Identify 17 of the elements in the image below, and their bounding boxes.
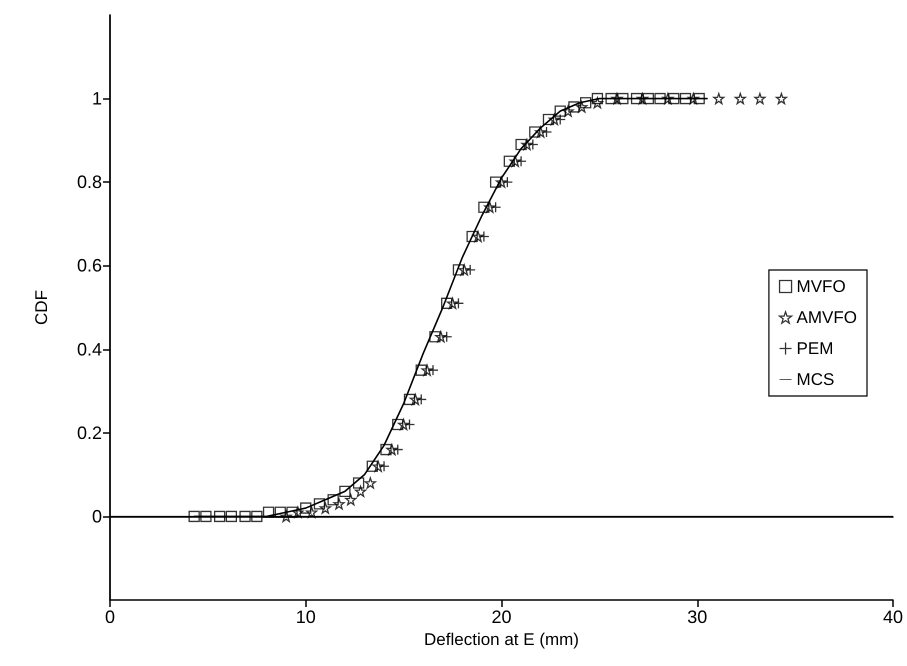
y-tick-label: 0.4 [76,339,102,360]
x-tick-label: 0 [104,607,116,627]
y-tick-label: 0.8 [76,172,102,192]
y-tick-label: 0.2 [76,422,102,443]
legend-label: MVFO [796,277,846,296]
x-axis-title: Deflection at E (mm) [424,630,579,649]
y-tick-label: 0 [92,506,102,526]
legend-label: AMVFO [796,308,858,327]
y-tick-label: 1 [92,88,102,109]
legend-label: PEM [796,339,834,358]
x-tick-label: 30 [687,607,708,627]
x-tick-label: 40 [882,607,904,627]
y-axis-title: CDF [32,290,51,325]
y-tick-label: 0.6 [76,256,102,276]
legend-label: MCS [796,370,834,389]
x-tick-label: 10 [296,607,316,627]
x-tick-label: 20 [491,607,512,627]
